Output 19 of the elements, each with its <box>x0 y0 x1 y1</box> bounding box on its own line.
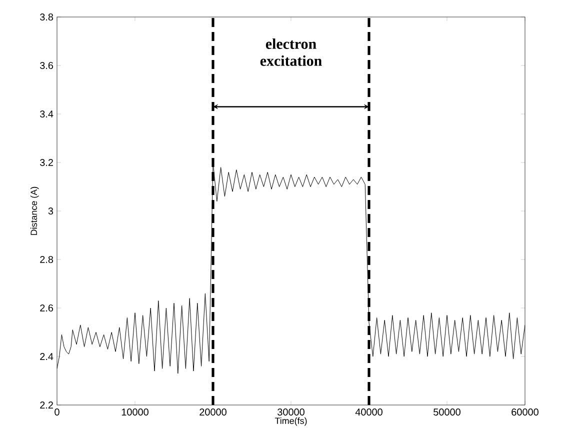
x-axis-title: Time(fs) <box>274 417 307 426</box>
y-tick-label: 3.4 <box>40 110 54 118</box>
x-tick-label: 30000 <box>278 408 304 416</box>
y-tick-label: 2.6 <box>40 304 54 312</box>
y-tick-label: 2.2 <box>40 402 53 408</box>
x-tick-label: 20000 <box>200 408 226 416</box>
x-tick-label: 60000 <box>512 408 538 416</box>
y-axis-title: Distance (A) <box>30 186 39 235</box>
y-tick-label: 3.8 <box>40 13 54 21</box>
x-tick-label: 40000 <box>355 408 382 416</box>
x-tick-label: 10000 <box>122 408 148 416</box>
x-tick-label: 0 <box>54 408 60 416</box>
y-tick-label: 3 <box>48 207 54 215</box>
x-tick-label: 50000 <box>434 408 460 416</box>
annotation: electron excitation <box>260 38 322 66</box>
y-tick-label: 3.6 <box>40 62 54 70</box>
y-tick-label: 2.8 <box>40 256 54 264</box>
y-tick-label: 3.2 <box>40 158 53 166</box>
y-tick-label: 2.4 <box>40 353 54 360</box>
